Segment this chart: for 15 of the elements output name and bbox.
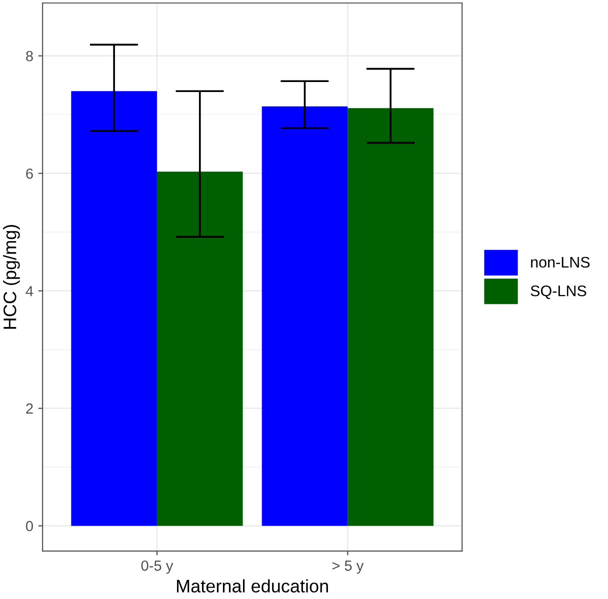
y-axis-title: HCC (pg/mg) [3,224,20,329]
bar [71,91,157,526]
x-axis-title: Maternal education [177,579,328,593]
bar [348,108,434,526]
x-tick-label: 0-5 y [141,560,174,574]
x-tick-label: > 5 y [332,560,364,574]
legend-label: non-LNS [531,256,590,268]
legend-label: SQ-LNS [530,285,586,300]
bar [156,172,243,526]
y-tick-label: 4 [26,286,34,296]
bar [262,106,348,526]
y-tick-label: 2 [26,403,33,414]
y-tick-label: 8 [26,50,33,62]
y-tick-label: 0 [26,520,33,532]
y-tick-label: 6 [26,168,33,179]
